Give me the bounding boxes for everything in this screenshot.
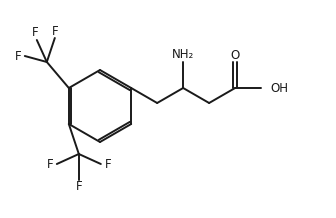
Text: F: F — [14, 49, 21, 63]
Text: F: F — [46, 157, 53, 170]
Text: F: F — [76, 181, 82, 194]
Text: F: F — [32, 26, 38, 39]
Text: F: F — [51, 24, 58, 37]
Text: NH₂: NH₂ — [172, 48, 194, 61]
Text: O: O — [230, 48, 240, 61]
Text: OH: OH — [270, 82, 288, 94]
Text: F: F — [104, 157, 111, 170]
